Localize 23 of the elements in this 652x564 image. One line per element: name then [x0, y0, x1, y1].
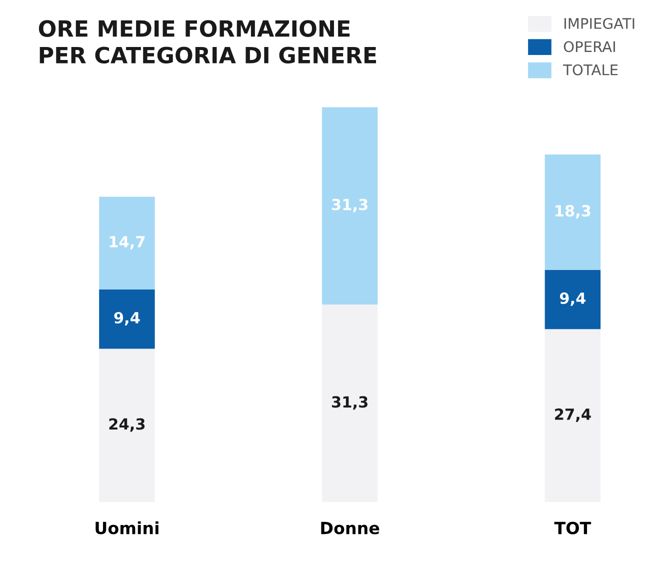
data-label: 27,4 [555, 408, 591, 422]
bar [99, 348, 155, 502]
legend-label: IMPIEGATI [564, 18, 634, 29]
data-label: 18,3 [556, 205, 590, 219]
x-tick-label: Uomini [96, 521, 158, 534]
bar [322, 107, 378, 305]
legend-label: TOTALE [563, 64, 618, 76]
bar [99, 196, 155, 290]
bar [544, 154, 601, 270]
bar [99, 289, 155, 349]
x-tick-label: Donne [321, 522, 380, 534]
legend-label: OPERAI [564, 41, 615, 52]
data-label: 24,3 [109, 418, 145, 432]
data-label: 31,3 [332, 198, 368, 212]
bar [544, 329, 601, 502]
data-label: 14,7 [110, 236, 145, 250]
bar [544, 270, 601, 330]
data-label: 9,4 [114, 312, 140, 326]
bar [322, 304, 378, 502]
x-tick-label: TOT [554, 522, 592, 534]
data-label: 9,4 [560, 292, 586, 306]
data-label: 31,3 [332, 396, 368, 410]
chart-title: ORE MEDIE FORMAZIONE PER CATEGORIA DI GENERE [38, 20, 376, 64]
